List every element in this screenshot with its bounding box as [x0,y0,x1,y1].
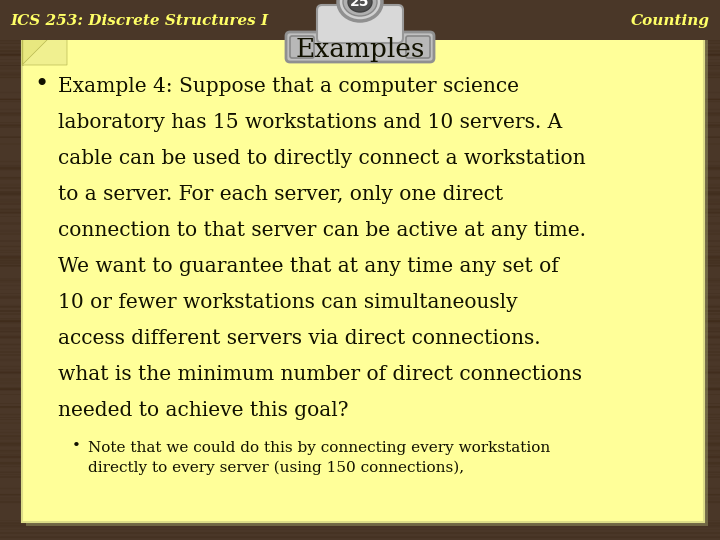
Polygon shape [22,20,67,65]
Ellipse shape [338,0,382,21]
FancyBboxPatch shape [26,24,708,526]
Text: needed to achieve this goal?: needed to achieve this goal? [58,401,348,420]
Text: 10 or fewer workstations can simultaneously: 10 or fewer workstations can simultaneou… [58,293,518,312]
Text: Examples: Examples [295,37,425,63]
Polygon shape [22,20,67,65]
Text: ICS 253: Discrete Structures I: ICS 253: Discrete Structures I [10,14,268,28]
Text: access different servers via direct connections.: access different servers via direct conn… [58,329,541,348]
Bar [0,0,720,40]
Text: what is the minimum number of direct connections: what is the minimum number of direct con… [58,365,582,384]
Text: laboratory has 15 workstations and 10 servers. A: laboratory has 15 workstations and 10 se… [58,113,562,132]
Text: directly to every server (using 150 connections),: directly to every server (using 150 conn… [88,461,464,475]
Text: Example 4: Suppose that a computer science: Example 4: Suppose that a computer scien… [58,77,519,96]
Text: connection to that server can be active at any time.: connection to that server can be active … [58,221,586,240]
Text: •: • [72,439,81,453]
FancyBboxPatch shape [286,32,434,62]
FancyBboxPatch shape [406,36,430,58]
FancyBboxPatch shape [290,36,314,58]
Ellipse shape [348,0,372,12]
Text: 25: 25 [350,0,370,9]
Text: We want to guarantee that at any time any set of: We want to guarantee that at any time an… [58,257,559,276]
Text: •: • [34,73,48,96]
FancyBboxPatch shape [317,5,403,43]
Text: to a server. For each server, only one direct: to a server. For each server, only one d… [58,185,503,204]
Text: Counting: Counting [631,14,710,28]
Text: Note that we could do this by connecting every workstation: Note that we could do this by connecting… [88,441,550,455]
Ellipse shape [343,0,377,16]
FancyBboxPatch shape [22,20,704,522]
Text: cable can be used to directly connect a workstation: cable can be used to directly connect a … [58,149,585,168]
